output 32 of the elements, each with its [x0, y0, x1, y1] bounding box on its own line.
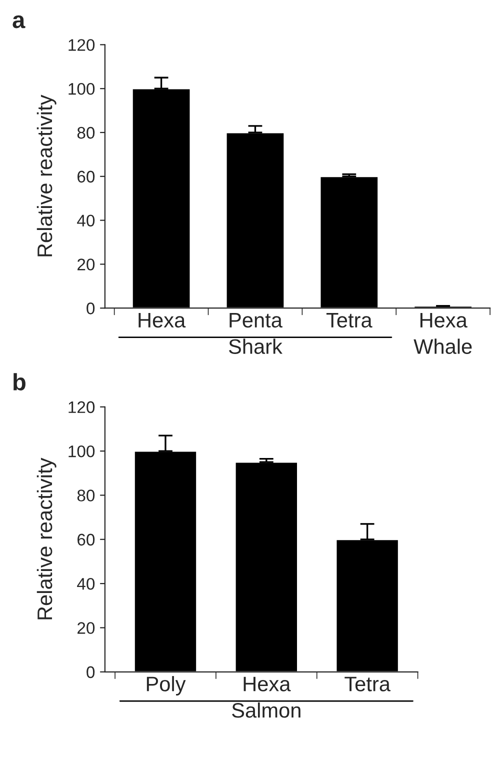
x-tick-label: Tetra — [326, 313, 372, 328]
y-tick-label: 80 — [77, 490, 95, 502]
x-tick-label: Tetra — [344, 676, 390, 692]
y-tick-label: 120 — [68, 39, 95, 51]
x-tick-label: Hexa — [244, 676, 291, 692]
chart-title: a — [12, 15, 26, 28]
y-tick-label: 60 — [78, 534, 95, 546]
text: Shark — [228, 338, 282, 354]
y-tick-label: 40 — [77, 578, 95, 590]
x-tick-label: Hexa — [138, 313, 186, 328]
y-tick-label: 0 — [86, 666, 95, 678]
y-tick-label: 120 — [68, 401, 95, 414]
y-axis-title: Relative reactivity — [36, 458, 56, 620]
chart-title: b — [14, 373, 26, 390]
y-tick-label: 20 — [78, 258, 95, 270]
y-tick-label: 0 — [86, 302, 95, 314]
y-tick-label: 60 — [78, 170, 95, 183]
bar — [319, 176, 379, 308]
text: Salmon — [232, 702, 300, 718]
y-tick-label: 100 — [68, 445, 95, 458]
y-tick-label: 20 — [78, 622, 95, 634]
y-tick-label: 40 — [77, 214, 95, 227]
bar — [134, 450, 198, 672]
bar — [234, 461, 298, 672]
text: Whale — [414, 338, 472, 354]
y-tick-label: 80 — [77, 126, 95, 139]
x-tick-label: Poly — [146, 676, 186, 696]
y-tick-label: 100 — [68, 82, 95, 95]
x-tick-label: Hexa — [420, 313, 468, 328]
y-axis-title: Relative reactivity — [36, 94, 56, 256]
x-tick-label: Penta — [230, 313, 282, 328]
bar — [225, 132, 286, 308]
